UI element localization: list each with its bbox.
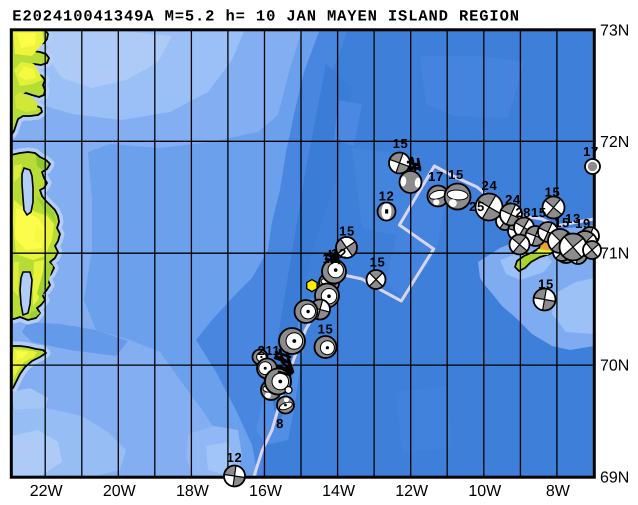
svg-text:15: 15 bbox=[545, 185, 561, 200]
svg-text:70N: 70N bbox=[600, 358, 629, 375]
svg-text:24: 24 bbox=[505, 192, 521, 207]
svg-text:15: 15 bbox=[370, 255, 386, 270]
svg-text:15: 15 bbox=[393, 136, 409, 151]
svg-text:211: 211 bbox=[258, 343, 281, 358]
svg-text:12: 12 bbox=[379, 189, 395, 204]
svg-text:24: 24 bbox=[482, 178, 498, 193]
svg-text:15: 15 bbox=[339, 224, 355, 239]
svg-text:15: 15 bbox=[554, 215, 570, 230]
svg-text:14W: 14W bbox=[322, 483, 356, 500]
svg-text:10W: 10W bbox=[468, 483, 502, 500]
svg-text:E202410041349A M=5.2 h= 10 JAN: E202410041349A M=5.2 h= 10 JAN MAYEN ISL… bbox=[12, 7, 520, 25]
svg-text:8W: 8W bbox=[546, 483, 571, 500]
svg-text:16W: 16W bbox=[249, 483, 283, 500]
svg-text:13: 13 bbox=[565, 211, 581, 226]
svg-text:17: 17 bbox=[583, 144, 599, 159]
svg-text:18W: 18W bbox=[176, 483, 210, 500]
svg-text:69N: 69N bbox=[600, 470, 629, 487]
svg-text:8: 8 bbox=[276, 416, 284, 431]
svg-text:20W: 20W bbox=[103, 483, 137, 500]
svg-text:17: 17 bbox=[428, 169, 444, 184]
svg-text:22W: 22W bbox=[30, 483, 64, 500]
svg-text:19: 19 bbox=[575, 216, 591, 231]
svg-text:15: 15 bbox=[448, 167, 464, 182]
svg-text:15: 15 bbox=[318, 322, 334, 337]
svg-text:72N: 72N bbox=[600, 134, 629, 151]
svg-text:12W: 12W bbox=[395, 483, 429, 500]
svg-text:71N: 71N bbox=[600, 246, 629, 263]
svg-text:15: 15 bbox=[538, 277, 554, 292]
svg-text:12: 12 bbox=[227, 450, 243, 465]
svg-text:73N: 73N bbox=[600, 22, 629, 39]
svg-text:2815: 2815 bbox=[515, 205, 546, 220]
svg-text:25: 25 bbox=[469, 199, 485, 214]
